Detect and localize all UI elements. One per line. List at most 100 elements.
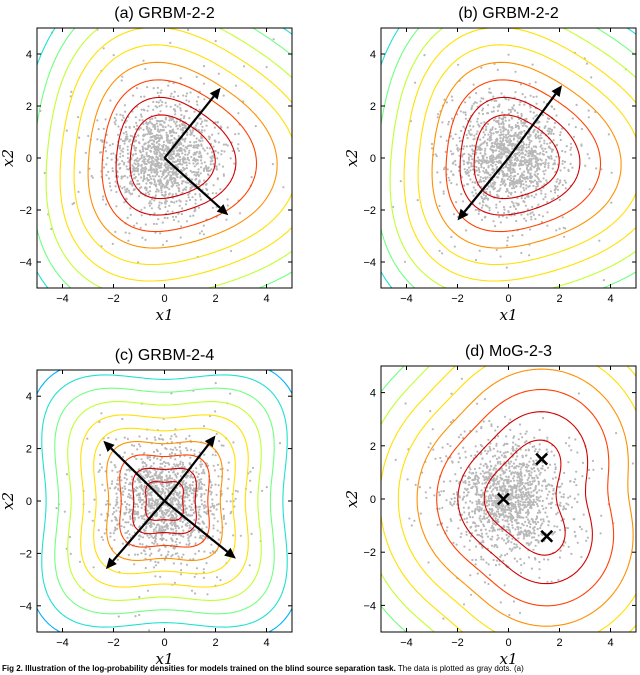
contour-level bbox=[381, 366, 435, 632]
contour-level bbox=[37, 370, 292, 632]
panel-4: −4 −2 0 2 4 −4 −2 0 2 4 (d) MoG-2-3 x1 x2 bbox=[343, 343, 637, 668]
plot-area bbox=[381, 366, 636, 632]
contour-level bbox=[93, 427, 236, 575]
data-points bbox=[39, 28, 285, 264]
x-tick-label: −4 bbox=[56, 637, 69, 649]
contour-level bbox=[54, 387, 275, 615]
x-tick-label: 2 bbox=[212, 293, 218, 305]
contour-level bbox=[115, 96, 237, 216]
y-tick-label: −4 bbox=[363, 257, 376, 269]
contour-lines bbox=[37, 370, 292, 632]
contour-level bbox=[106, 441, 223, 561]
contour-level bbox=[87, 61, 278, 249]
x-tick-label: 2 bbox=[212, 637, 218, 649]
contour-level bbox=[417, 44, 636, 266]
y-tick-label: 0 bbox=[26, 496, 32, 508]
contour-level bbox=[403, 28, 636, 282]
y-tick-label: 2 bbox=[370, 441, 376, 453]
direction-arrow bbox=[163, 500, 229, 553]
direction-arrow bbox=[163, 443, 210, 502]
y-tick-label: −2 bbox=[19, 548, 32, 560]
y-axis-label: x2 bbox=[343, 149, 361, 167]
arrow-head bbox=[209, 87, 221, 100]
contour-level bbox=[119, 454, 210, 548]
contour-level bbox=[431, 61, 622, 249]
y-tick-label: 4 bbox=[26, 49, 32, 61]
y-tick-label: 4 bbox=[26, 391, 32, 403]
cross-marker bbox=[496, 492, 510, 506]
y-tick-label: 0 bbox=[370, 494, 376, 506]
y-tick-label: 4 bbox=[370, 49, 376, 61]
y-tick-label: 0 bbox=[370, 153, 376, 165]
y-tick-label: −4 bbox=[19, 257, 32, 269]
direction-arrow bbox=[112, 500, 166, 562]
x-tick-label: −2 bbox=[107, 637, 120, 649]
x-axis-label: x1 bbox=[499, 650, 517, 668]
x-axis-label: x1 bbox=[155, 306, 173, 324]
x-tick-label: −2 bbox=[451, 293, 464, 305]
y-axis-label: x2 bbox=[0, 149, 17, 167]
plot-area bbox=[381, 28, 636, 288]
x-axis-label: x1 bbox=[155, 650, 173, 668]
contour-level bbox=[483, 439, 566, 556]
direction-arrow bbox=[507, 93, 557, 159]
arrow-head bbox=[551, 85, 562, 97]
arrow-head bbox=[224, 547, 236, 559]
contour-level bbox=[389, 28, 636, 288]
panel-title: (a) GRBM-2-2 bbox=[114, 5, 215, 22]
arrow-head bbox=[457, 208, 469, 221]
contour-level bbox=[381, 366, 407, 632]
direction-arrow bbox=[163, 157, 221, 209]
contour-lines bbox=[381, 366, 636, 632]
panel-title: (d) MoG-2-3 bbox=[465, 343, 552, 360]
y-tick-label: −2 bbox=[19, 205, 32, 217]
contour-level bbox=[416, 368, 634, 627]
contour-level bbox=[67, 401, 262, 601]
contour-level bbox=[381, 28, 636, 288]
contour-level bbox=[73, 44, 292, 266]
arrow-head bbox=[204, 435, 216, 448]
x-tick-label: 2 bbox=[556, 293, 562, 305]
plot-area bbox=[37, 370, 292, 632]
contour-level bbox=[445, 79, 602, 233]
arrow-head bbox=[105, 557, 117, 570]
contour-level bbox=[459, 96, 581, 216]
arrow-head bbox=[103, 440, 115, 452]
panel-1: −4 −2 0 2 4 −4 −2 0 2 4 (a) GRBM-2-2 x1 x2 bbox=[0, 5, 293, 324]
x-tick-label: 4 bbox=[263, 637, 269, 649]
y-tick-label: 0 bbox=[26, 153, 32, 165]
contour-level bbox=[37, 28, 292, 288]
panel-title: (b) GRBM-2-2 bbox=[458, 5, 559, 22]
x-tick-label: −4 bbox=[400, 293, 413, 305]
contour-lines bbox=[381, 28, 636, 288]
plot-area bbox=[37, 28, 292, 288]
y-tick-label: 2 bbox=[370, 101, 376, 113]
caption-rest: The data is plotted as gray dots. (a) bbox=[395, 664, 524, 673]
x-tick-label: −4 bbox=[56, 293, 69, 305]
y-axis-label: x2 bbox=[0, 492, 17, 510]
cross-marker bbox=[540, 529, 554, 543]
panel-3: −4 −2 0 2 4 −4 −2 0 2 4 (c) GRBM-2-4 x1 x2 bbox=[0, 347, 293, 668]
direction-arrow bbox=[110, 447, 166, 502]
contour-level bbox=[473, 114, 560, 200]
x-tick-label: 4 bbox=[607, 293, 613, 305]
y-tick-label: −2 bbox=[363, 205, 376, 217]
x-tick-label: 2 bbox=[556, 637, 562, 649]
x-tick-label: −2 bbox=[451, 637, 464, 649]
cross-marker bbox=[535, 452, 549, 466]
contour-level bbox=[129, 114, 216, 200]
x-axis-label: x1 bbox=[499, 306, 517, 324]
y-tick-label: −4 bbox=[363, 600, 376, 612]
contour-level bbox=[381, 366, 636, 632]
x-tick-label: 0 bbox=[161, 637, 167, 649]
direction-arrow bbox=[163, 95, 215, 159]
y-tick-label: −2 bbox=[363, 547, 376, 559]
x-tick-label: 0 bbox=[161, 293, 167, 305]
y-tick-label: 2 bbox=[26, 101, 32, 113]
panel-title: (c) GRBM-2-4 bbox=[115, 347, 215, 364]
x-tick-label: 4 bbox=[607, 637, 613, 649]
contour-level bbox=[80, 414, 249, 588]
direction-arrow bbox=[463, 157, 510, 213]
x-tick-label: 4 bbox=[263, 293, 269, 305]
